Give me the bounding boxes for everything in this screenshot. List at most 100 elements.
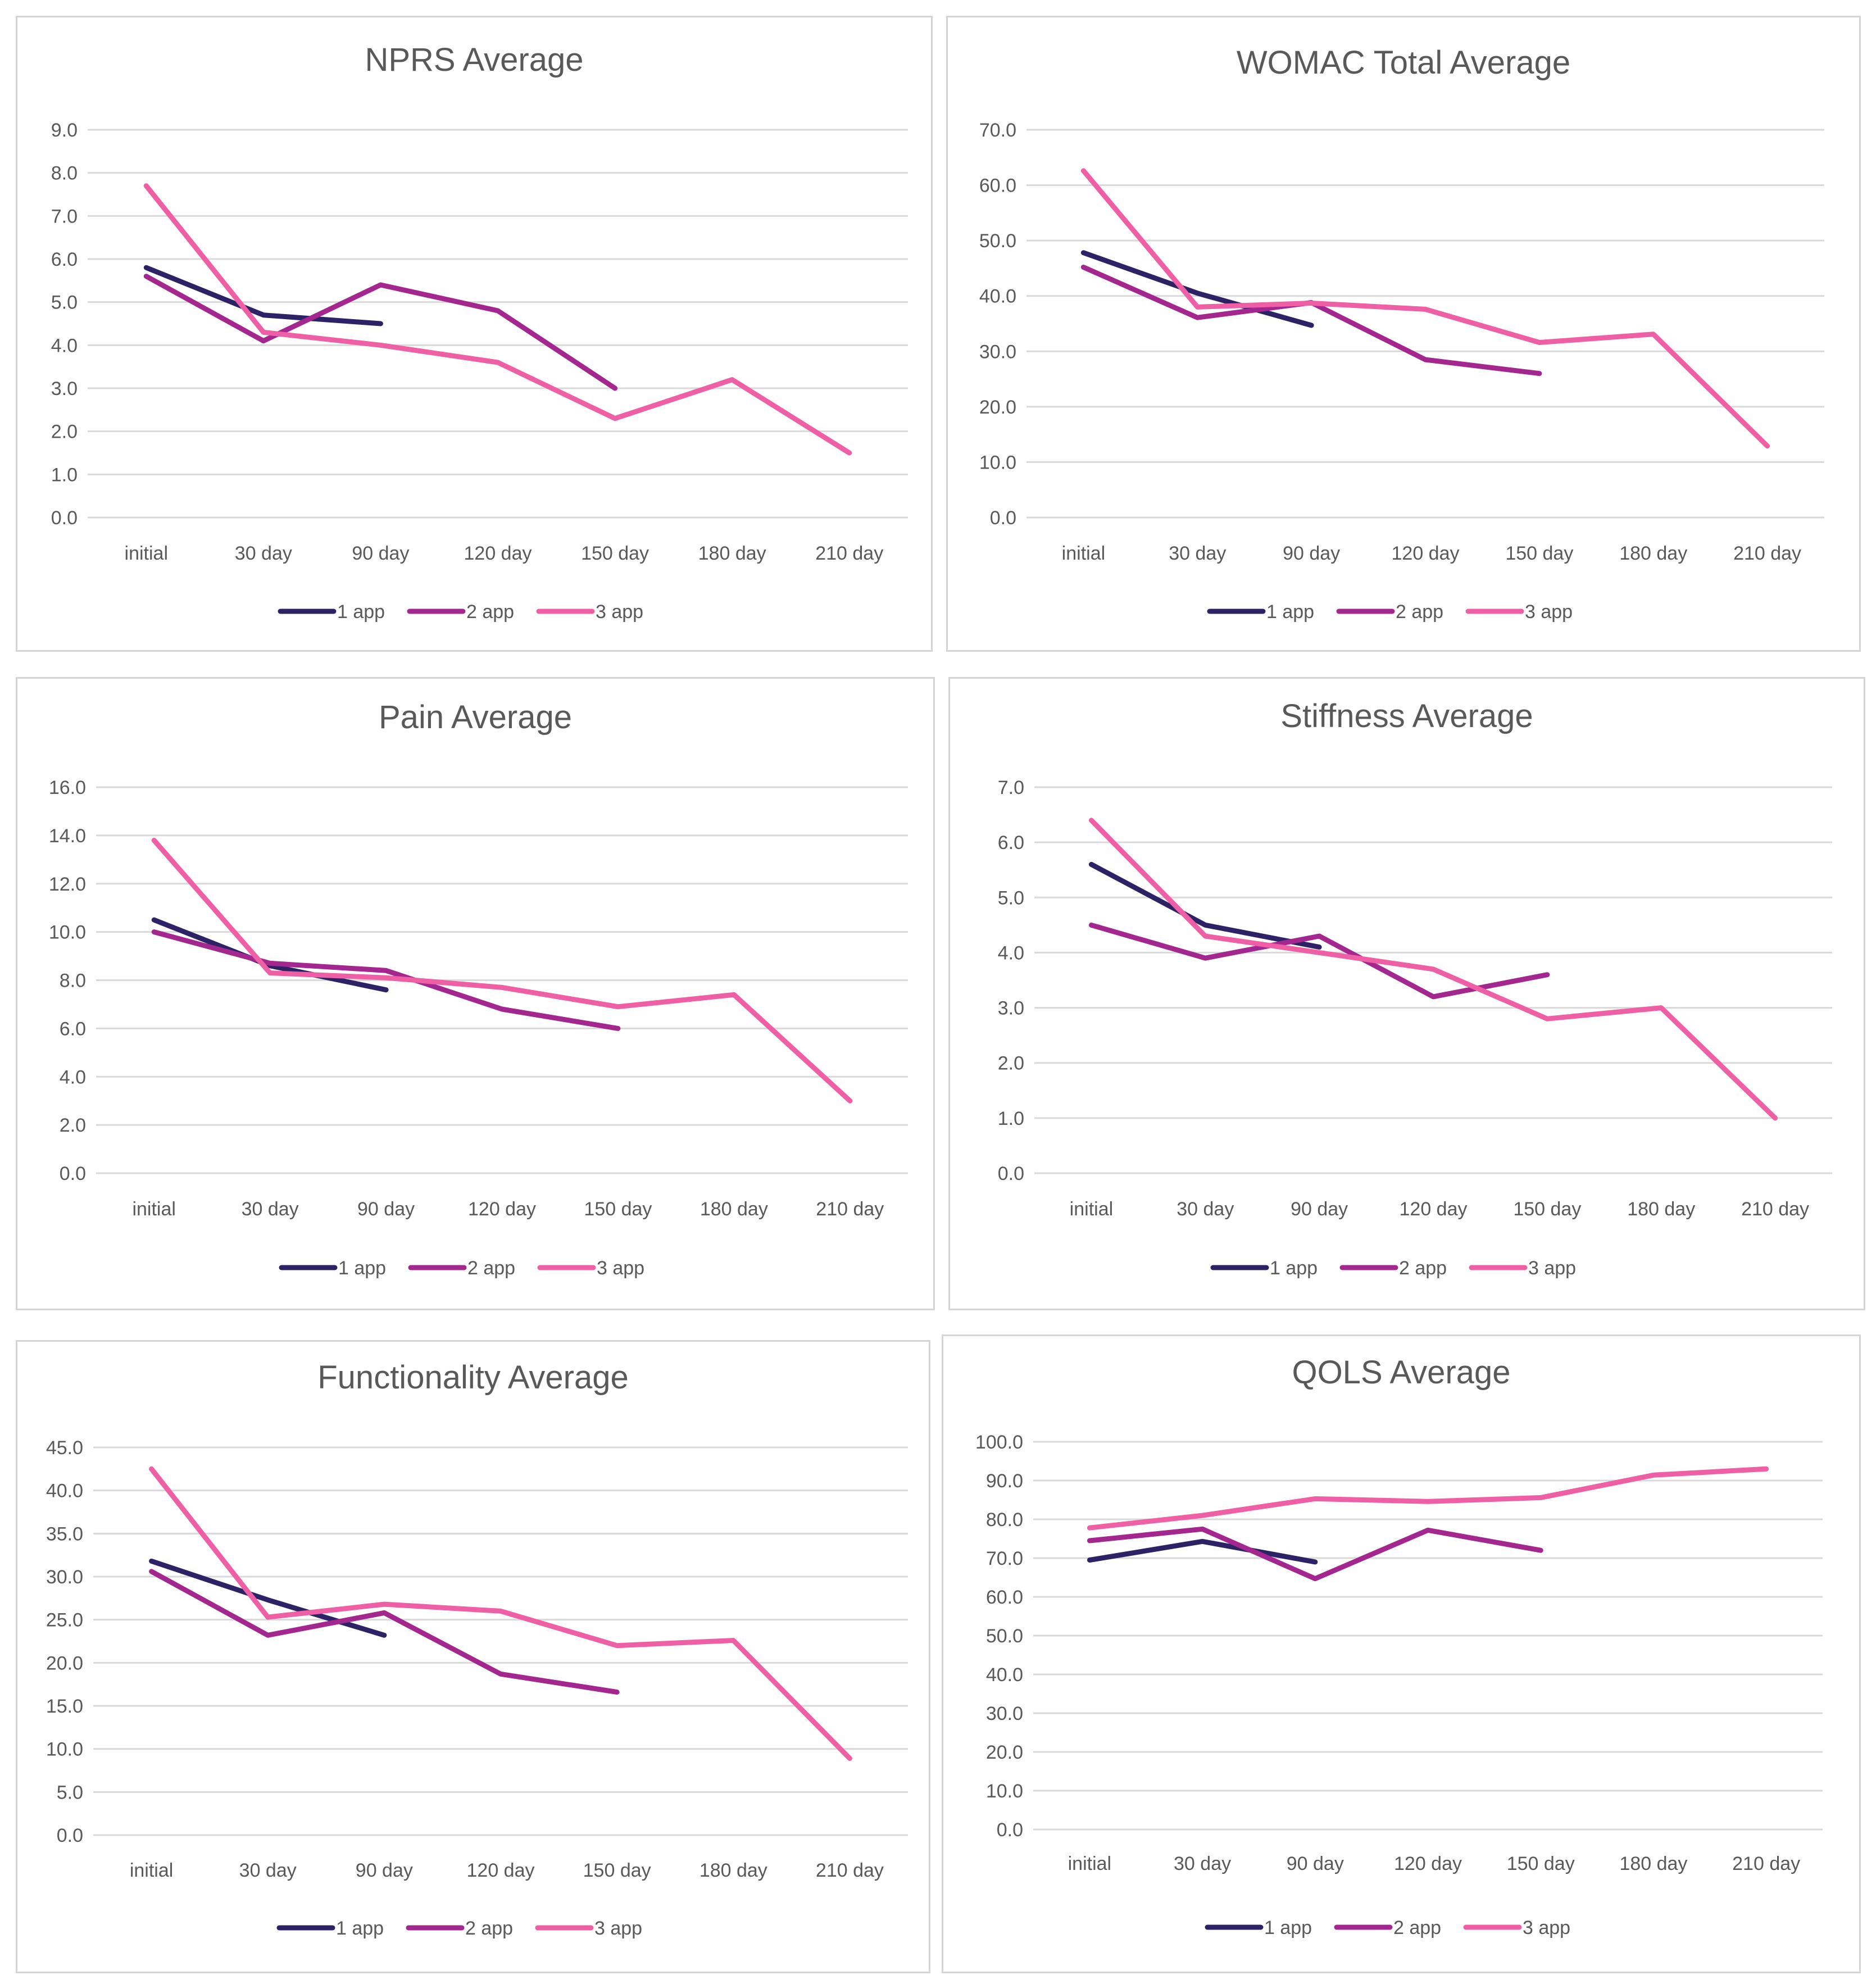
legend-label: 1 app [1264, 1917, 1312, 1938]
y-tick-label: 16.0 [49, 777, 86, 798]
x-tick-label: 90 day [352, 543, 409, 564]
y-tick-label: 4.0 [60, 1066, 86, 1088]
series-line-3-app [1080, 168, 1770, 449]
y-tick-label: 10.0 [979, 452, 1016, 473]
y-tick-label: 40.0 [46, 1481, 83, 1502]
y-tick-label: 1.0 [51, 464, 78, 485]
y-tick-label: 14.0 [49, 825, 86, 847]
y-tick-label: 3.0 [51, 378, 78, 399]
y-tick-label: 12.0 [49, 874, 86, 895]
series-line-3-app [149, 1466, 852, 1761]
y-tick-label: 1.0 [998, 1108, 1024, 1129]
legend-label: 3 app [1525, 601, 1573, 623]
x-tick-label: 30 day [1174, 1853, 1231, 1874]
y-tick-label: 2.0 [51, 421, 78, 443]
x-tick-label: 210 day [1732, 1853, 1800, 1874]
x-tick-label: 30 day [235, 543, 292, 564]
legend-label: 2 app [467, 1257, 515, 1279]
legend-label: 3 app [1528, 1257, 1576, 1279]
womac-chart: WOMAC Total Average 0.0 10.0 20.0 30.0 40.0 50… [979, 44, 1824, 623]
series-line-2-app [143, 274, 618, 391]
y-tick-label: 0.0 [51, 507, 78, 529]
nprs-chart: NPRS Average 0.0 1.0 2.0 3.0 4.0 5.0 6.0 7.0 8.0 9… [51, 42, 908, 623]
y-tick-label: 3.0 [998, 998, 1024, 1019]
x-tick-label: 180 day [1619, 1853, 1687, 1874]
x-tick-label: initial [125, 543, 168, 564]
y-tick-label: 8.0 [60, 970, 86, 992]
legend-label: 1 app [1266, 601, 1314, 623]
legend-label: 1 app [337, 601, 385, 623]
y-tick-label: 60.0 [986, 1587, 1023, 1608]
x-tick-label: 180 day [698, 543, 766, 564]
x-tick-label: 210 day [1733, 543, 1801, 564]
x-tick-label: 150 day [584, 1198, 652, 1220]
y-tick-label: 10.0 [46, 1739, 83, 1760]
chart-title: WOMAC Total Average [1237, 44, 1570, 81]
legend-label: 3 app [597, 1257, 644, 1279]
y-tick-label: 6.0 [998, 832, 1024, 853]
chart-title: QOLS Average [1292, 1354, 1510, 1391]
x-tick-label: 180 day [699, 1860, 767, 1881]
legend-label: 2 app [1393, 1917, 1441, 1938]
series-line-2-app [1087, 1526, 1543, 1582]
series-line-1-app [1088, 861, 1322, 950]
y-tick-label: 0.0 [57, 1825, 83, 1846]
chart-title: NPRS Average [365, 42, 583, 78]
x-tick-label: 30 day [1169, 543, 1226, 564]
x-tick-label: 180 day [700, 1198, 768, 1220]
x-tick-label: 210 day [1741, 1198, 1809, 1220]
y-tick-label: 15.0 [46, 1696, 83, 1717]
legend-label: 2 app [1399, 1257, 1447, 1279]
series-line-1-app [149, 1558, 387, 1638]
pain-chart-panel: Pain Average 0.0 2.0 4.0 6.0 8.0 10.0 12.0 14.0 1… [16, 677, 935, 1310]
legend-label: 3 app [596, 601, 643, 623]
y-tick-label: 7.0 [998, 777, 1024, 798]
pain-chart: Pain Average 0.0 2.0 4.0 6.0 8.0 10.0 12.0 14.0 1… [49, 699, 908, 1279]
x-tick-label: 30 day [1177, 1198, 1234, 1220]
y-tick-label: 70.0 [986, 1548, 1023, 1569]
x-tick-label: 120 day [1394, 1853, 1462, 1874]
y-tick-label: 10.0 [49, 922, 86, 943]
x-tick-label: 150 day [1513, 1198, 1581, 1220]
y-tick-label: 4.0 [998, 942, 1024, 964]
y-tick-label: 0.0 [997, 1819, 1023, 1841]
legend-label: 1 app [338, 1257, 386, 1279]
x-tick-label: 90 day [1283, 543, 1340, 564]
series-line-1-app [1080, 250, 1314, 328]
chart-title: Pain Average [379, 699, 572, 736]
y-tick-label: 0.0 [990, 507, 1016, 529]
series-line-2-app [1088, 922, 1550, 1000]
y-tick-label: 5.0 [998, 887, 1024, 909]
x-tick-label: 150 day [1505, 543, 1573, 564]
x-tick-label: initial [1062, 543, 1105, 564]
x-tick-label: 120 day [468, 1198, 536, 1220]
y-tick-label: 25.0 [46, 1610, 83, 1631]
y-tick-label: 30.0 [979, 341, 1016, 362]
stiffness-chart: Stiffness Average 0.0 1.0 2.0 3.0 4.0 5.0 6.0 7.… [998, 698, 1832, 1279]
series-line-3-app [1087, 1466, 1769, 1531]
x-tick-label: 120 day [467, 1860, 535, 1881]
legend-label: 2 app [1396, 601, 1443, 623]
y-tick-label: 2.0 [998, 1053, 1024, 1074]
legend-label: 1 app [336, 1918, 384, 1939]
y-tick-label: 20.0 [986, 1742, 1023, 1763]
y-tick-label: 30.0 [46, 1567, 83, 1588]
x-tick-label: 150 day [581, 543, 649, 564]
x-tick-label: 120 day [1400, 1198, 1468, 1220]
legend-label: 2 app [466, 601, 514, 623]
x-tick-label: initial [1068, 1853, 1111, 1874]
qols-chart: QOLS Average 0.0 10.0 20.0 30.0 40.0 50.0 60.0 7… [975, 1354, 1823, 1938]
y-tick-label: 7.0 [51, 206, 78, 227]
y-tick-label: 60.0 [979, 175, 1016, 197]
x-tick-label: 210 day [816, 1860, 884, 1881]
y-tick-label: 45.0 [46, 1437, 83, 1459]
series-line-1-app [143, 265, 383, 326]
qols-chart-panel: QOLS Average 0.0 10.0 20.0 30.0 40.0 50.0 60.0 7… [942, 1334, 1861, 1973]
nprs-chart-panel: NPRS Average 0.0 1.0 2.0 3.0 4.0 5.0 6.0 7.0 8.0 9… [16, 16, 933, 652]
series-line-2-app [151, 929, 621, 1031]
series-line-3-app [1088, 818, 1778, 1121]
x-tick-label: 180 day [1619, 543, 1687, 564]
legend-label: 2 app [465, 1918, 513, 1939]
x-tick-label: 30 day [239, 1860, 297, 1881]
y-tick-label: 40.0 [979, 286, 1016, 307]
